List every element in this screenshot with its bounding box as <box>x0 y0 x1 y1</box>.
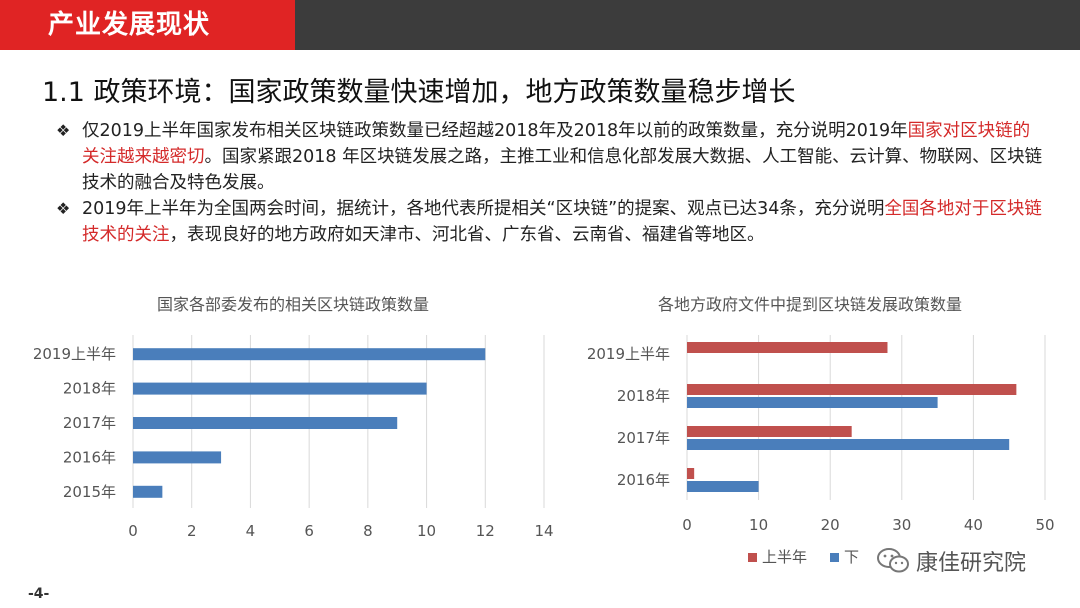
x-tick-label: 8 <box>363 522 373 540</box>
bar <box>133 348 486 361</box>
bar <box>133 417 398 429</box>
page-number: -4- <box>28 586 50 602</box>
x-tick-label: 2 <box>187 522 197 540</box>
x-tick-label: 0 <box>682 516 692 534</box>
bar <box>687 342 888 353</box>
diamond-bullet-icon: ❖ <box>56 199 71 218</box>
bullet-text: 。国家紧跟2018 年区块链发展之路，主推工业和信息化部发展大数据、人工智能、云… <box>82 147 1043 193</box>
x-tick-label: 10 <box>749 516 768 534</box>
wechat-icon <box>877 548 909 573</box>
x-tick-label: 50 <box>1035 516 1054 534</box>
bullet-item: ❖ 仅2019上半年国家发布相关区块链政策数量已经超越2018年及2018年以前… <box>56 118 1046 196</box>
charts: 国家各部委发布的相关区块链政策数量 0 2 4 6 8 10 12 14 2019上半年 2018年… <box>33 295 1055 566</box>
x-tick-label: 4 <box>246 522 256 540</box>
category-label: 2019上半年 <box>587 345 670 363</box>
x-tick-label: 12 <box>476 522 495 540</box>
bullet-text: 2019年上半年为全国两会时间，据统计，各地代表所提相关“区块链”的提案、观点已… <box>82 199 885 219</box>
section-title: 产业发展现状 <box>0 0 295 50</box>
chart-title: 各地方政府文件中提到区块链发展政策数量 <box>658 295 962 314</box>
category-label: 2018年 <box>63 380 116 398</box>
category-label: 2016年 <box>617 471 670 489</box>
bullet-text: 仅2019上半年国家发布相关区块链政策数量已经超越2018年及2018年以前的政… <box>82 121 908 141</box>
legend-label: 上半年 <box>762 548 807 566</box>
x-tick-label: 6 <box>304 522 314 540</box>
bullet-text: ，表现良好的地方政府如天津市、河北省、广东省、云南省、福建省等地区。 <box>169 225 765 245</box>
bar <box>687 468 695 479</box>
legend-swatch <box>748 553 757 562</box>
bar <box>133 382 427 395</box>
legend-label: 下 <box>844 548 859 566</box>
x-tick-label: 0 <box>128 522 138 540</box>
x-tick-label: 30 <box>892 516 911 534</box>
x-tick-label: 14 <box>534 522 553 540</box>
legend-swatch <box>830 553 839 562</box>
bullet-highlight: 国家对区块链的关注越来越密切 <box>82 121 1031 167</box>
x-tick-label: 20 <box>821 516 840 534</box>
bullet-item: ❖ 2019年上半年为全国两会时间，据统计，各地代表所提相关“区块链”的提案、观… <box>56 196 1046 248</box>
bar <box>687 481 759 492</box>
bar <box>687 397 938 408</box>
chart-title: 国家各部委发布的相关区块链政策数量 <box>157 295 429 314</box>
category-label: 2017年 <box>617 429 670 447</box>
category-label: 2019上半年 <box>33 345 116 363</box>
bar <box>687 426 852 437</box>
bar <box>133 485 163 498</box>
page-title: 1.1 政策环境：国家政策数量快速增加，地方政策数量稳步增长 <box>42 77 796 108</box>
category-label: 2015年 <box>63 483 116 501</box>
bar <box>133 451 222 464</box>
bullet-highlight: 全国各地对于区块链技术的关注 <box>82 199 1042 245</box>
diamond-bullet-icon: ❖ <box>56 121 71 140</box>
category-label: 2017年 <box>63 414 116 432</box>
bar <box>687 439 1010 450</box>
watermark-text: 康佳研究院 <box>916 551 1027 576</box>
category-label: 2018年 <box>617 387 670 405</box>
x-tick-label: 40 <box>964 516 983 534</box>
watermark: 康佳研究院 <box>872 545 1031 577</box>
category-label: 2016年 <box>63 448 116 466</box>
x-tick-label: 10 <box>417 522 436 540</box>
bar <box>687 384 1017 395</box>
